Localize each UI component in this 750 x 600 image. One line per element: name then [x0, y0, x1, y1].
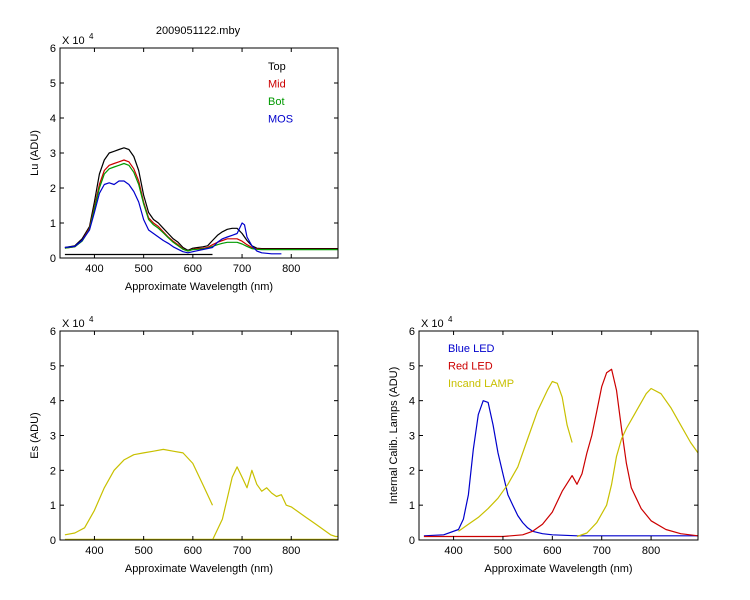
chart-internal-lamps: 400 500 600 700 800 0 1 2 3 4 5 6 X 10 4 Approximate W… — [388, 315, 699, 575]
y-multiplier-exponent: 4 — [448, 315, 453, 324]
y-tick-label: 2 — [409, 465, 415, 477]
y-tick-label: 4 — [50, 113, 56, 125]
series-line-2-3 — [576, 387, 699, 538]
x-tick-label: 500 — [134, 545, 152, 557]
y-tick-label: 2 — [50, 183, 56, 195]
series-line-0-3 — [64, 180, 282, 255]
x-axis-label: Approximate Wavelength (nm) — [125, 281, 273, 293]
y-tick-label: 0 — [50, 253, 56, 265]
x-tick-label: 500 — [494, 545, 512, 557]
legend-entry: Bot — [268, 96, 285, 108]
y-tick-label: 0 — [50, 535, 56, 547]
x-tick-label: 700 — [233, 263, 251, 275]
x-tick-label: 400 — [85, 545, 103, 557]
y-multiplier-label: X 10 — [62, 318, 85, 330]
legend-entry: Blue LED — [448, 343, 495, 355]
y-tick-label: 5 — [50, 78, 56, 90]
plot-frame — [59, 47, 339, 259]
y-tick-label: 5 — [50, 361, 56, 373]
y-tick-label: 3 — [409, 431, 415, 443]
x-tick-label: 600 — [184, 263, 202, 275]
x-tick-label: 600 — [543, 545, 561, 557]
y-axis-label: Es (ADU) — [29, 412, 41, 458]
y-multiplier-exponent: 4 — [89, 32, 94, 41]
y-tick-label: 3 — [50, 431, 56, 443]
y-tick-label: 3 — [50, 148, 56, 160]
legend-entry: Red LED — [448, 361, 493, 373]
x-tick-label: 700 — [593, 545, 611, 557]
series-line-2-0 — [423, 400, 698, 537]
y-tick-label: 4 — [50, 396, 56, 408]
x-tick-label: 400 — [85, 263, 103, 275]
y-multiplier-label: X 10 — [62, 35, 85, 47]
plot-frame — [59, 330, 339, 541]
series-line-2-1 — [423, 368, 699, 538]
x-tick-label: 700 — [233, 545, 251, 557]
x-tick-label: 800 — [282, 545, 300, 557]
figure-title: 2009051122.mby — [156, 25, 241, 37]
x-tick-label: 800 — [642, 545, 660, 557]
legend-entry: Top — [268, 61, 286, 73]
x-tick-label: 500 — [134, 263, 152, 275]
legend-entry: MOS — [268, 114, 293, 126]
chart-lu: 400 500 600 700 800 0 1 2 3 4 5 6 X 10 4 Approximate W… — [29, 32, 339, 293]
y-multiplier-exponent: 4 — [89, 315, 94, 324]
x-tick-label: 800 — [282, 263, 300, 275]
y-tick-label: 4 — [409, 396, 415, 408]
legend-entry: Incand LAMP — [448, 378, 514, 390]
y-axis-label: Lu (ADU) — [29, 130, 41, 176]
y-tick-label: 2 — [50, 465, 56, 477]
x-tick-label: 600 — [184, 545, 202, 557]
y-tick-label: 6 — [50, 43, 56, 55]
y-tick-label: 0 — [409, 535, 415, 547]
y-tick-label: 6 — [409, 326, 415, 338]
series-line-0-0 — [64, 147, 338, 251]
y-multiplier-label: X 10 — [421, 318, 444, 330]
series-line-2-2 — [458, 380, 573, 532]
legend-entry: Mid — [268, 79, 286, 91]
series-line-0-2 — [64, 162, 338, 252]
series-line-1-1 — [211, 466, 338, 541]
y-tick-label: 1 — [50, 218, 56, 230]
chart-es: 400 500 600 700 800 0 1 2 3 4 5 6 X 10 4 Approximate W… — [29, 315, 339, 575]
y-tick-label: 1 — [409, 500, 415, 512]
y-axis-label: Internal Calib. Lamps (ADU) — [388, 367, 400, 505]
series-line-0-1 — [64, 159, 338, 252]
x-axis-label: Approximate Wavelength (nm) — [125, 563, 273, 575]
x-tick-label: 400 — [444, 545, 462, 557]
y-tick-label: 6 — [50, 326, 56, 338]
series-line-1-0 — [64, 448, 214, 536]
y-tick-label: 5 — [409, 361, 415, 373]
x-axis-label: Approximate Wavelength (nm) — [484, 563, 632, 575]
y-tick-label: 1 — [50, 500, 56, 512]
